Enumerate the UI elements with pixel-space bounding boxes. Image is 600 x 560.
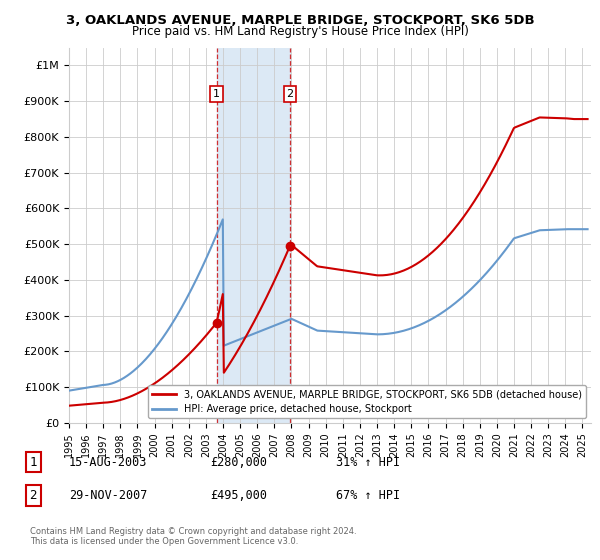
Text: 67% ↑ HPI: 67% ↑ HPI [336,489,400,502]
Text: 31% ↑ HPI: 31% ↑ HPI [336,455,400,469]
Text: 2: 2 [286,89,293,99]
Text: 3, OAKLANDS AVENUE, MARPLE BRIDGE, STOCKPORT, SK6 5DB: 3, OAKLANDS AVENUE, MARPLE BRIDGE, STOCK… [65,14,535,27]
Text: £495,000: £495,000 [210,489,267,502]
Text: 1: 1 [29,455,37,469]
Text: Contains HM Land Registry data © Crown copyright and database right 2024.
This d: Contains HM Land Registry data © Crown c… [30,526,356,546]
Text: 1: 1 [213,89,220,99]
Text: 2: 2 [29,489,37,502]
Text: 29-NOV-2007: 29-NOV-2007 [69,489,148,502]
Text: £280,000: £280,000 [210,455,267,469]
Text: Price paid vs. HM Land Registry's House Price Index (HPI): Price paid vs. HM Land Registry's House … [131,25,469,38]
Bar [217,48,290,423]
Legend: 3, OAKLANDS AVENUE, MARPLE BRIDGE, STOCKPORT, SK6 5DB (detached house), HPI: Ave: 3, OAKLANDS AVENUE, MARPLE BRIDGE, STOCK… [148,385,586,418]
Text: 15-AUG-2003: 15-AUG-2003 [69,455,148,469]
